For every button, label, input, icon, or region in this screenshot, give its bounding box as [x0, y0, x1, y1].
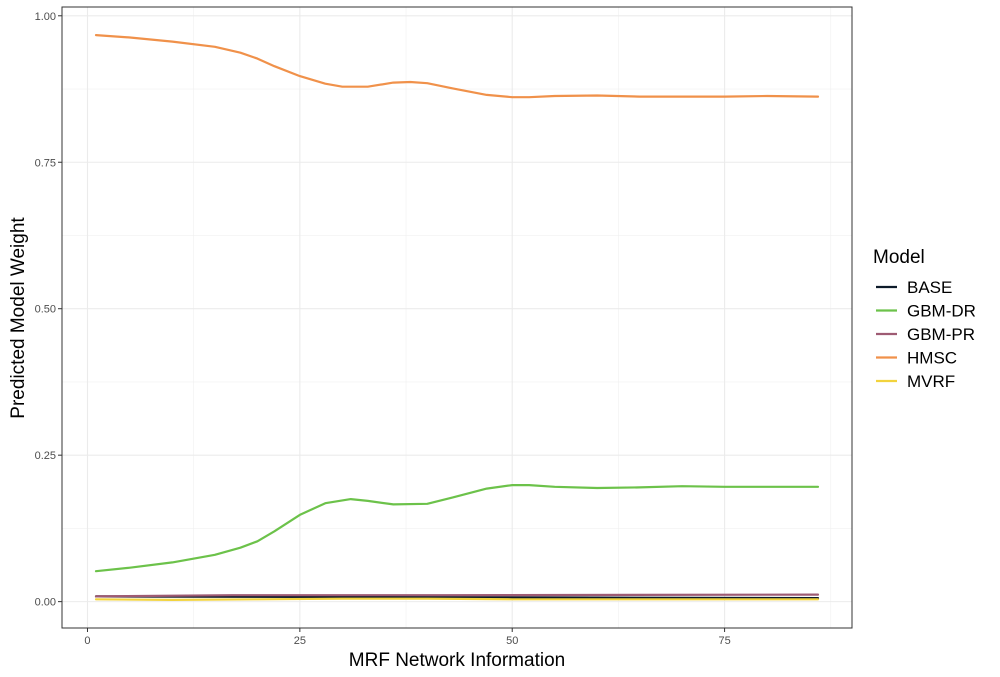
y-tick-label: 0.25: [35, 450, 56, 462]
grid-lines: [62, 7, 852, 628]
legend-item-hmsc: HMSC: [876, 349, 957, 368]
y-tick-label: 0.00: [35, 597, 56, 609]
y-axis-title: Predicted Model Weight: [8, 217, 29, 419]
legend: Model BASE GBM-DR GBM-PR HMSC MVRF: [873, 247, 976, 391]
axis-ticks: 0 25 50 75 0.00 0.25 0.50 0.75 1.00: [35, 11, 731, 647]
series-lines: [94, 33, 820, 602]
series-line-mvrf: [94, 597, 820, 602]
legend-label-gbm-pr: GBM-PR: [907, 325, 975, 344]
legend-label-base: BASE: [907, 278, 952, 297]
x-tick-label: 25: [294, 635, 306, 647]
legend-items: BASE GBM-DR GBM-PR HMSC MVRF: [876, 278, 976, 391]
legend-item-mvrf: MVRF: [876, 372, 955, 391]
x-tick-label: 50: [506, 635, 518, 647]
legend-label-hmsc: HMSC: [907, 349, 957, 368]
legend-label-gbm-dr: GBM-DR: [907, 302, 976, 321]
series-line-hmsc: [94, 33, 820, 99]
y-tick-label: 1.00: [35, 11, 56, 23]
y-tick-label: 0.50: [35, 304, 56, 316]
series-line-base: [94, 595, 820, 600]
x-axis-title: MRF Network Information: [349, 650, 565, 671]
x-tick-label: 0: [84, 635, 90, 647]
series-line-gbm-pr: [94, 593, 820, 598]
legend-title: Model: [873, 247, 925, 268]
legend-item-gbm-dr: GBM-DR: [876, 302, 976, 321]
y-tick-label: 0.75: [35, 157, 56, 169]
plot-panel-border: [61, 6, 853, 629]
series-line-gbm-dr: [94, 484, 820, 573]
legend-item-base: BASE: [876, 278, 952, 297]
legend-label-mvrf: MVRF: [907, 372, 955, 391]
x-tick-label: 75: [718, 635, 730, 647]
legend-item-gbm-pr: GBM-PR: [876, 325, 975, 344]
